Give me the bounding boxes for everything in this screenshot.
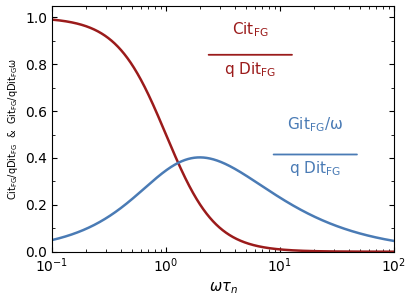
- X-axis label: $\omega\tau_n$: $\omega\tau_n$: [208, 281, 237, 297]
- Text: $\mathrm{Cit_{FG}}$: $\mathrm{Cit_{FG}}$: [232, 20, 269, 39]
- Y-axis label: $\mathrm{Cit_{FG}/qDit_{FG}}$  &  $\mathrm{Git_{FG}/qDit_{FG}\omega}$: $\mathrm{Cit_{FG}/qDit_{FG}}$ & $\mathrm…: [5, 57, 19, 200]
- Text: $\mathrm{q\ Dit_{FG}}$: $\mathrm{q\ Dit_{FG}}$: [224, 60, 276, 79]
- Text: $\mathrm{Git_{FG}/\omega}$: $\mathrm{Git_{FG}/\omega}$: [287, 115, 343, 133]
- Text: $\mathrm{q\ Dit_{FG}}$: $\mathrm{q\ Dit_{FG}}$: [289, 159, 342, 178]
